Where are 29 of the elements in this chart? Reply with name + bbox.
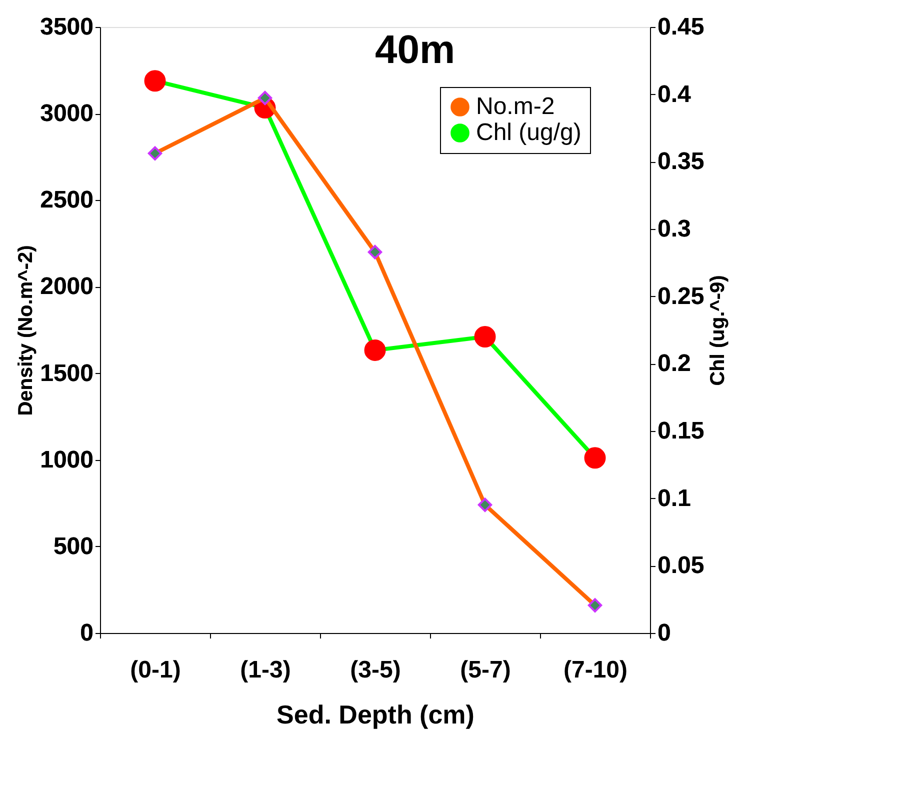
x-tick-label: (7-10) (563, 656, 628, 684)
y-axis-title: Density (No.m^-2) (15, 245, 38, 416)
y2-tick-label: 0.05 (658, 552, 704, 580)
legend-label: Chl (ug/g) (476, 119, 582, 146)
y2-tick-label: 0.35 (658, 148, 704, 176)
x-tick-label: (3-5) (350, 656, 401, 684)
y-tick-label: 500 (53, 532, 94, 560)
legend-label: No.m-2 (476, 93, 555, 120)
y-tick-label: 3000 (40, 100, 94, 128)
y2-tick-label: 0 (658, 620, 671, 646)
y-tick-label: 1000 (40, 446, 94, 474)
y2-tick-label: 0.2 (658, 350, 691, 378)
x-tick-label: (0-1) (130, 656, 181, 684)
y2-tick-label: 0.45 (658, 14, 704, 40)
y2-axis-title: Chl (ug.^-9) (707, 275, 730, 386)
y-tick-label: 0 (80, 620, 94, 646)
chart-title: 40m (374, 28, 456, 72)
y-tick-label: 3500 (40, 14, 94, 40)
y2-tick-label: 0.25 (658, 282, 704, 310)
y-tick-label: 2000 (40, 273, 94, 300)
x-tick-label: (5-7) (460, 656, 511, 684)
x-tick-label: (1-3) (240, 656, 291, 684)
y2-tick-label: 0.3 (658, 216, 691, 242)
y2-tick-label: 0.4 (658, 80, 692, 108)
x-axis-title: Sed. Depth (cm) (276, 700, 474, 730)
y-tick-label: 1500 (40, 360, 94, 387)
y2-tick-label: 0.1 (658, 484, 691, 512)
y-tick-label: 2500 (40, 186, 94, 214)
y2-tick-label: 0.15 (658, 418, 704, 444)
